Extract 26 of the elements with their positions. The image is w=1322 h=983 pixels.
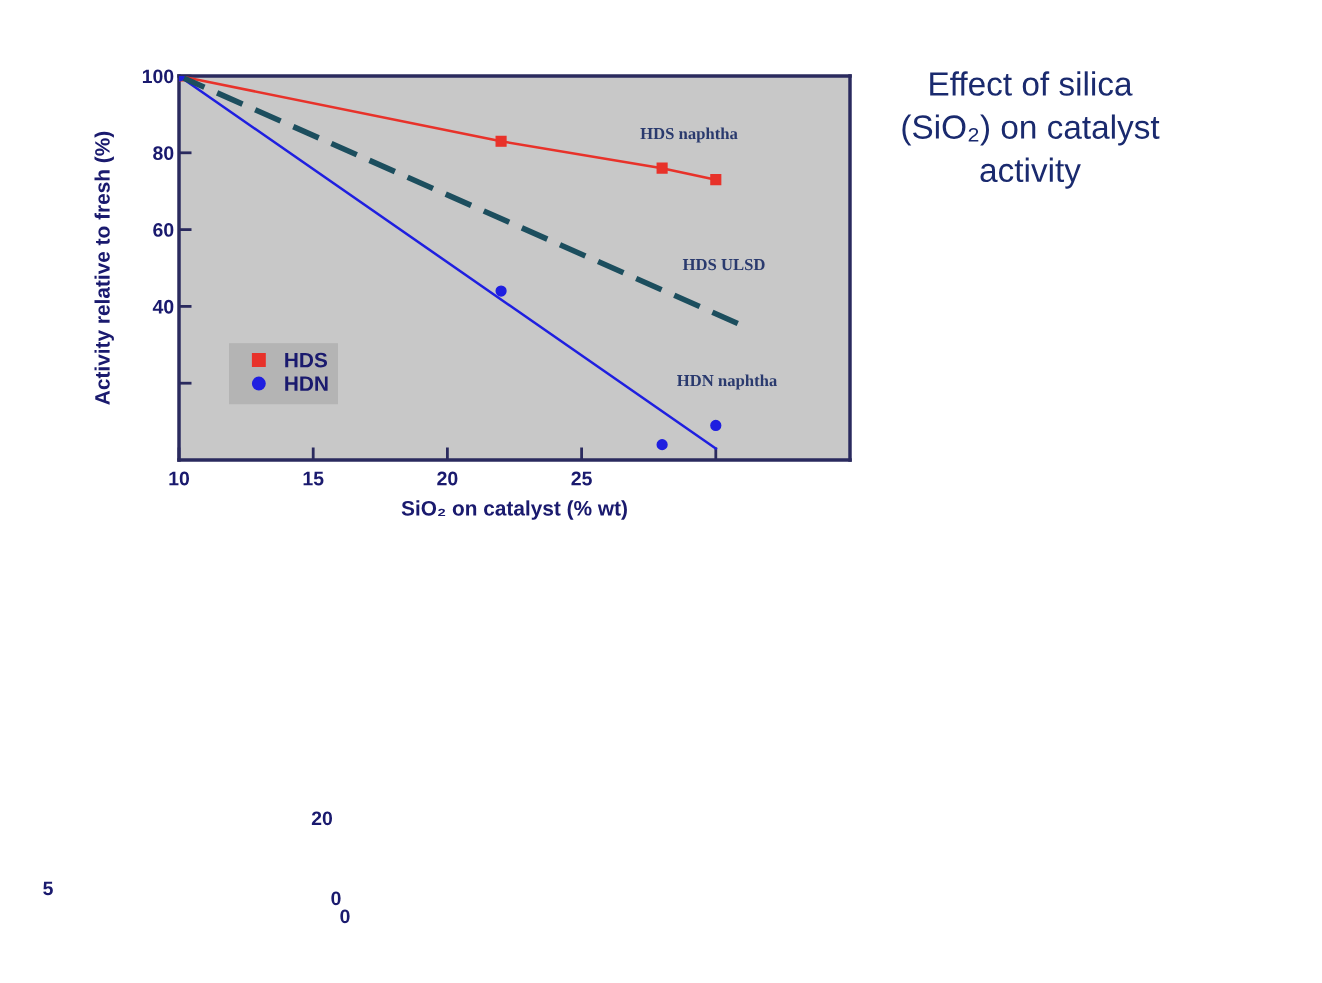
text: 20 xyxy=(311,811,333,826)
legend-label: HDN xyxy=(285,376,328,391)
point xyxy=(495,135,507,147)
x-tick-label: 25 xyxy=(571,471,592,486)
y-tick-label: 40 xyxy=(152,299,174,314)
annotation: HDS ULSD xyxy=(682,258,765,271)
point xyxy=(710,174,722,186)
x-tick-label: 10 xyxy=(169,471,190,486)
point xyxy=(656,162,668,174)
text: 0 xyxy=(331,891,341,906)
annotation: HDS naphtha xyxy=(640,127,738,143)
x-tick-label: 20 xyxy=(437,471,458,486)
x-tick-label: 15 xyxy=(303,471,324,486)
y-tick-label: 80 xyxy=(153,146,174,161)
y-axis-title: Activity relative to fresh (%) xyxy=(94,131,114,405)
legend-label: HDS xyxy=(285,352,328,368)
y-tick-label: 60 xyxy=(153,223,174,237)
annotation: HDN naphtha xyxy=(677,374,777,390)
point xyxy=(495,285,507,297)
y-tick-label: 100 xyxy=(142,69,174,84)
text: 5 xyxy=(43,881,53,896)
text: 0 xyxy=(340,909,350,924)
point xyxy=(710,419,722,432)
text: Effect of silica (SiO₂) on catalyst activity xyxy=(902,71,1160,189)
x-axis-title: SiO₂ on catalyst (% wt) xyxy=(401,500,627,520)
point xyxy=(656,439,668,451)
